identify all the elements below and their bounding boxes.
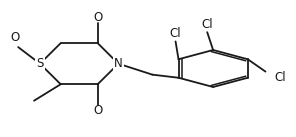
Text: O: O [10, 31, 20, 44]
Text: Cl: Cl [274, 71, 286, 84]
Text: N: N [114, 57, 123, 70]
Text: O: O [93, 11, 102, 24]
Text: Cl: Cl [170, 27, 181, 40]
Text: O: O [93, 104, 102, 117]
Text: S: S [36, 57, 44, 70]
Text: Cl: Cl [201, 18, 213, 31]
